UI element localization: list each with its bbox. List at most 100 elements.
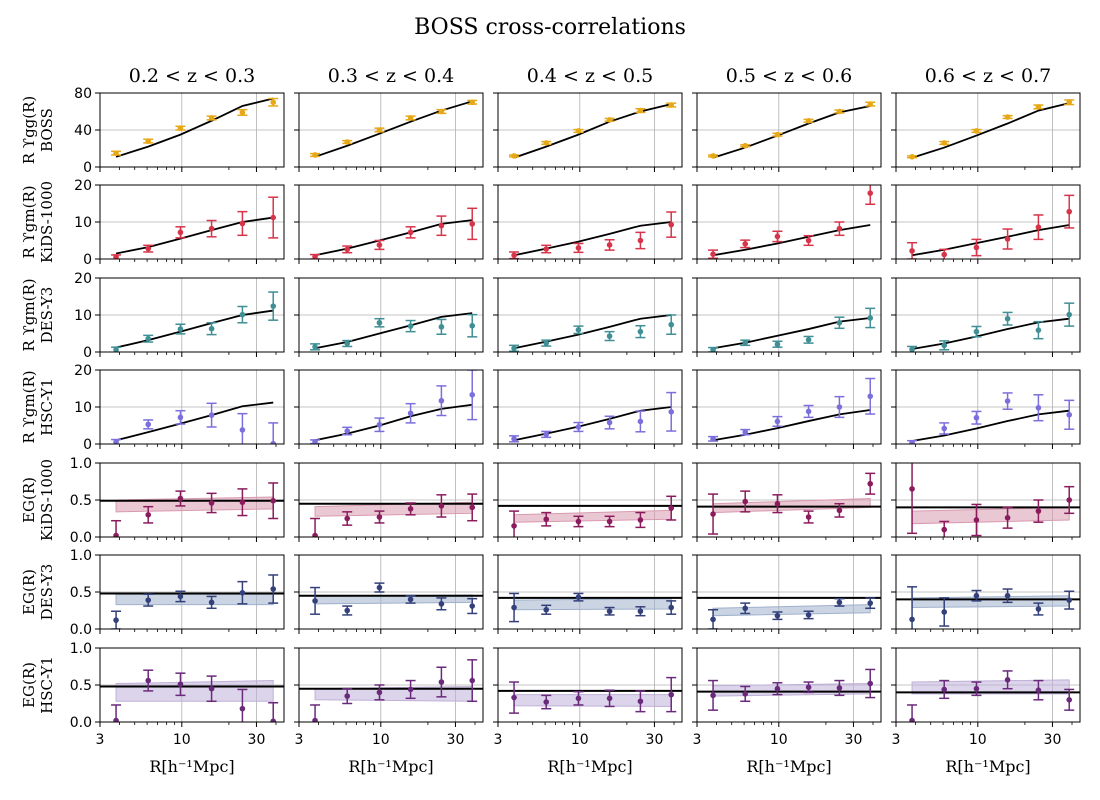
data-point	[113, 150, 119, 156]
data-point	[909, 717, 915, 722]
plot-area	[907, 99, 1075, 160]
plot-area	[509, 211, 677, 259]
data-point	[606, 242, 613, 248]
data-point	[774, 233, 781, 240]
y-tick-label: 10	[74, 308, 92, 324]
row-label-survey: HSC-Y1	[38, 656, 56, 714]
row-label: R ϒgm(R)	[20, 370, 38, 443]
y-tick-label: 0	[83, 437, 92, 453]
panel: 3 10 30 R[h⁻¹Mpc]	[692, 647, 882, 776]
data-point	[637, 107, 644, 114]
data-point	[407, 596, 414, 603]
panel	[891, 554, 1081, 634]
y-tick-label: 80	[74, 86, 92, 102]
data-point	[208, 115, 215, 121]
data-point	[407, 686, 414, 693]
data-point	[438, 503, 445, 509]
model-band	[513, 509, 672, 523]
theory-curve	[712, 105, 871, 159]
data-point	[469, 391, 476, 398]
data-point	[543, 340, 550, 346]
data-point	[312, 438, 318, 444]
plot-area	[907, 194, 1075, 259]
data-point	[270, 497, 277, 504]
panel	[493, 277, 683, 357]
x-tick-label: 30	[1044, 732, 1062, 748]
data-point	[270, 99, 277, 106]
data-point	[177, 593, 184, 600]
theory-curve	[712, 224, 871, 257]
data-point	[407, 506, 414, 512]
plot-area	[299, 493, 483, 537]
panel	[692, 369, 882, 449]
data-point	[511, 345, 517, 352]
data-point	[376, 127, 383, 133]
data-point	[376, 514, 383, 520]
data-point	[376, 689, 383, 696]
y-tick-label: 0.0	[70, 622, 92, 638]
y-tick-label: 0.5	[70, 493, 92, 509]
y-tick-label: 40	[74, 123, 92, 139]
data-point	[973, 328, 980, 335]
data-point	[438, 601, 445, 607]
plot-area	[299, 659, 483, 722]
panel	[692, 554, 882, 634]
data-point	[208, 225, 215, 232]
data-point	[344, 139, 351, 145]
data-point	[376, 584, 383, 591]
data-point	[742, 241, 749, 247]
data-point	[742, 339, 749, 346]
x-tick-label: 3	[892, 732, 901, 748]
plot-area	[100, 669, 284, 722]
plot-area	[697, 668, 881, 711]
column-title: 0.5 < z < 0.6	[726, 65, 852, 87]
row-label-survey: DES-Y3	[38, 287, 56, 344]
data-point	[742, 605, 749, 612]
data-point	[710, 153, 716, 159]
row-label-survey: KiDS-1000	[38, 459, 56, 541]
data-point	[805, 514, 812, 520]
x-tick-label: 30	[248, 732, 266, 748]
data-point	[469, 221, 476, 227]
plot-area	[896, 463, 1080, 537]
panel: 3 10 30 R[h⁻¹Mpc]	[294, 647, 484, 776]
data-point	[606, 333, 613, 339]
data-point	[774, 341, 781, 348]
data-point	[1004, 398, 1011, 404]
data-point	[511, 523, 517, 529]
theory-curve	[314, 100, 473, 158]
data-point	[742, 142, 749, 149]
data-point	[407, 229, 414, 236]
theory-curve	[712, 409, 871, 442]
y-tick-label: 1.0	[70, 548, 92, 564]
data-point	[805, 408, 812, 415]
data-point	[1035, 404, 1042, 411]
data-point	[710, 616, 716, 623]
theory-curve	[115, 97, 274, 158]
panel	[692, 277, 882, 357]
theory-curve	[314, 219, 473, 257]
data-point	[469, 99, 476, 106]
data-point	[836, 507, 843, 514]
x-tick-label: 3	[295, 732, 304, 748]
data-point	[543, 246, 550, 252]
plot-area	[509, 314, 677, 352]
data-point	[909, 486, 915, 492]
data-point	[668, 409, 675, 415]
y-tick-label: 1.0	[70, 641, 92, 657]
panel: 0 10 20	[74, 271, 285, 361]
data-point	[177, 495, 184, 502]
data-point	[710, 251, 716, 257]
data-point	[742, 429, 749, 435]
data-point	[805, 336, 812, 343]
data-point	[742, 498, 749, 505]
data-point	[575, 327, 582, 333]
data-point	[113, 532, 119, 537]
data-point	[805, 684, 812, 691]
data-point	[909, 616, 915, 623]
model-band	[115, 680, 274, 702]
data-point	[1035, 687, 1042, 693]
data-point	[867, 190, 874, 196]
plot-area	[111, 401, 279, 444]
